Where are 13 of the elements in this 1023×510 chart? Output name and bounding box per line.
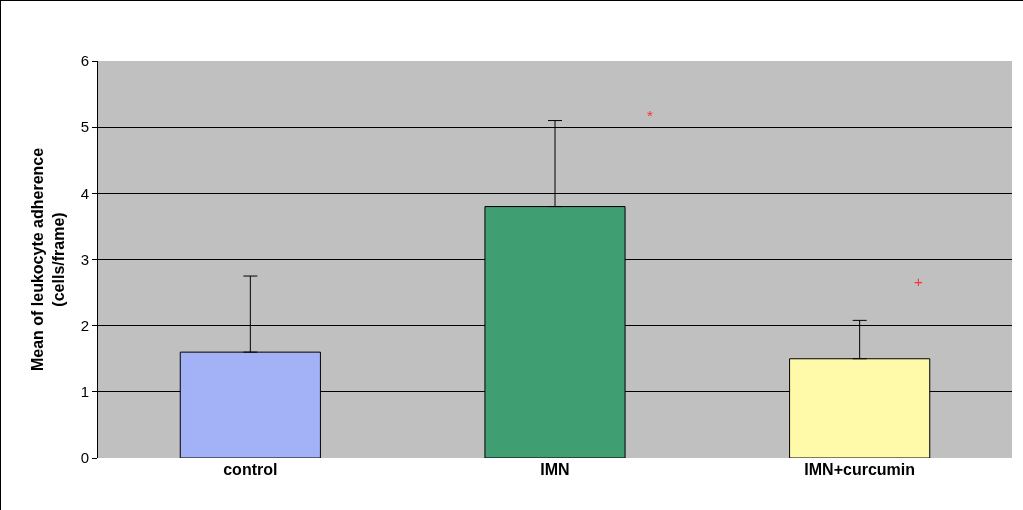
y-axis-title: Mean of leukocyte adherence (cells/frame) [28,147,67,372]
x-tick-label: IMN [540,461,570,478]
annotation: * [647,107,653,124]
y-tick-label: 5 [80,118,89,136]
y-tick-label: 3 [80,250,89,268]
y-tick-label: 2 [80,316,89,334]
y-tick-label: 0 [80,449,89,467]
y-tick-label: 6 [80,52,89,70]
y-tick-label: 1 [80,383,89,401]
x-tick-label: control [223,461,278,478]
y-tick-label: 4 [80,184,89,202]
annotation: + [914,273,923,290]
x-tick-label: IMN+curcumin [804,461,916,478]
